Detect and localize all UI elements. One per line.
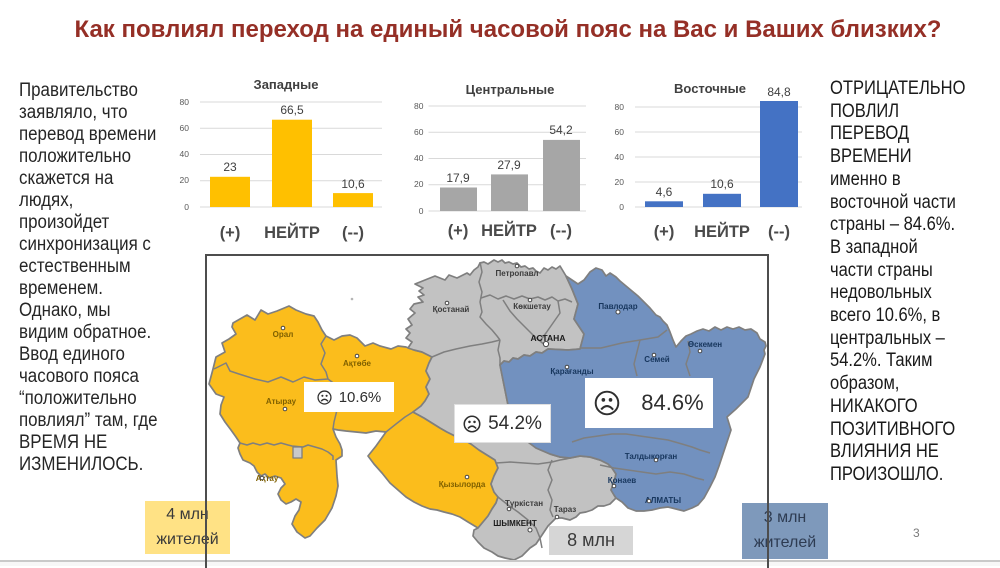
svg-text:27,9: 27,9	[497, 158, 521, 172]
svg-text:Қызылорда: Қызылорда	[439, 480, 486, 489]
svg-text:60: 60	[414, 127, 424, 137]
svg-text:20: 20	[615, 177, 625, 187]
svg-text:0: 0	[619, 202, 624, 212]
svg-text:НЕЙТР: НЕЙТР	[264, 223, 320, 242]
svg-text:Западные: Западные	[254, 77, 319, 92]
svg-text:20: 20	[414, 179, 424, 189]
svg-text:80: 80	[414, 101, 424, 111]
svg-text:40: 40	[615, 152, 625, 162]
svg-text:0: 0	[184, 202, 189, 212]
svg-text:54,2: 54,2	[549, 123, 573, 137]
svg-text:АЛМАТЫ: АЛМАТЫ	[645, 496, 681, 505]
svg-text:Түркістан: Түркістан	[505, 499, 543, 508]
svg-text:60: 60	[615, 127, 625, 137]
svg-text:17,9: 17,9	[446, 171, 470, 185]
svg-text:Восточные: Восточные	[674, 81, 746, 96]
svg-text:АСТАНА: АСТАНА	[531, 333, 566, 343]
svg-text:Ақтау: Ақтау	[256, 474, 279, 483]
svg-text:Орал: Орал	[273, 330, 294, 339]
svg-text:60: 60	[180, 123, 190, 133]
svg-text:(+): (+)	[654, 223, 675, 241]
svg-text:0: 0	[419, 206, 424, 216]
svg-text:(--): (--)	[342, 224, 364, 242]
svg-text:Қонаев: Қонаев	[608, 476, 637, 485]
svg-text:Атырау: Атырау	[266, 397, 297, 406]
svg-text:НЕЙТР: НЕЙТР	[481, 221, 537, 240]
svg-text:23: 23	[223, 160, 237, 174]
svg-text:(--): (--)	[550, 222, 572, 240]
svg-text:(+): (+)	[220, 224, 241, 242]
svg-text:10,6: 10,6	[710, 177, 734, 191]
svg-text:Павлодар: Павлодар	[598, 302, 637, 311]
svg-text:40: 40	[180, 149, 190, 159]
svg-text:20: 20	[180, 175, 190, 185]
svg-text:Өскемен: Өскемен	[688, 340, 722, 349]
svg-text:4,6: 4,6	[656, 185, 673, 199]
svg-text:ШЫМКЕНТ: ШЫМКЕНТ	[493, 519, 537, 528]
svg-text:Тараз: Тараз	[554, 505, 577, 514]
svg-text:40: 40	[414, 153, 424, 163]
svg-text:НЕЙТР: НЕЙТР	[694, 222, 750, 241]
svg-text:Ақтөбе: Ақтөбе	[343, 359, 372, 368]
svg-text:66,5: 66,5	[280, 103, 304, 117]
svg-text:Центральные: Центральные	[466, 82, 555, 97]
svg-text:80: 80	[180, 97, 190, 107]
svg-text:Семей: Семей	[644, 355, 669, 364]
svg-text:80: 80	[615, 102, 625, 112]
svg-text:Көкшетау: Көкшетау	[513, 302, 551, 311]
svg-text:(+): (+)	[448, 222, 469, 240]
svg-text:(--): (--)	[768, 223, 790, 241]
svg-text:84,8: 84,8	[767, 85, 791, 99]
svg-text:Талдықорған: Талдықорған	[625, 452, 678, 461]
svg-text:10,6: 10,6	[341, 177, 365, 191]
svg-text:Петропавл: Петропавл	[496, 269, 539, 278]
svg-text:Қарағанды: Қарағанды	[550, 367, 593, 376]
svg-text:Қостанай: Қостанай	[433, 305, 470, 314]
